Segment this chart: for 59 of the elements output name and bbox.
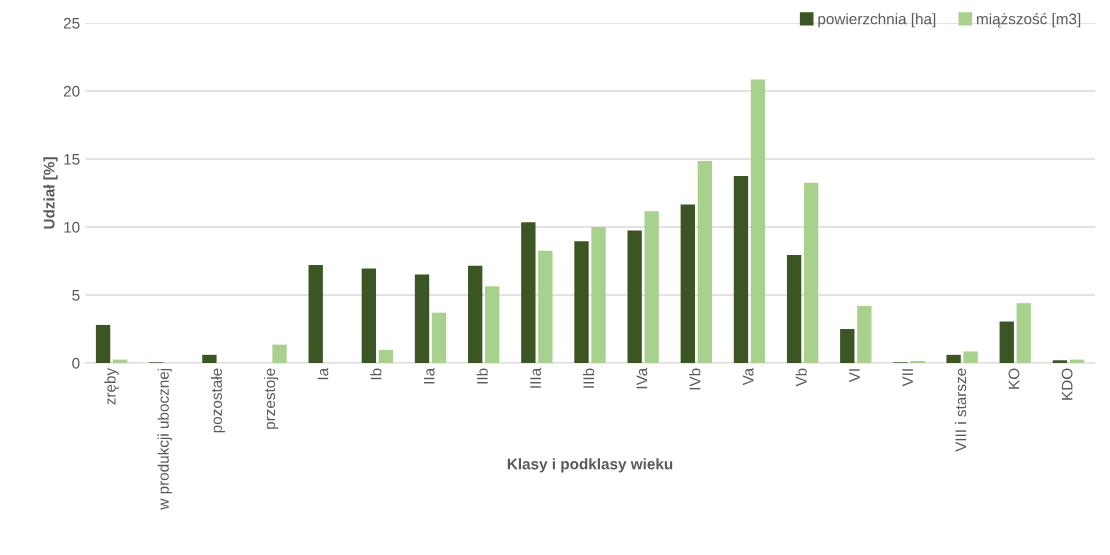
x-tick-label: w produkcji ubocznej — [157, 368, 172, 510]
bar — [910, 360, 925, 363]
bar — [361, 268, 377, 363]
x-axis-title: Klasy i podklasy wieku — [507, 458, 673, 473]
bar — [521, 222, 536, 363]
x-tick-label: VIII i starsze — [954, 368, 967, 452]
x-tick-label: KO — [1008, 368, 1020, 389]
x-tick-label: IIIa — [530, 367, 541, 388]
bar — [857, 305, 872, 363]
y-tick-label: 5 — [72, 290, 80, 301]
bar — [999, 321, 1014, 363]
x-tick-label: IIb — [476, 368, 488, 384]
bar — [414, 274, 430, 363]
bar — [733, 176, 749, 363]
bar — [308, 265, 323, 363]
bar — [1016, 303, 1031, 363]
bar — [468, 265, 483, 363]
x-tick-label: Vb — [795, 368, 807, 387]
x-tick-label: Va — [742, 367, 754, 386]
x-tick-label: pozostałe — [210, 368, 226, 433]
bar — [680, 204, 695, 363]
x-tick-label: Ia — [317, 367, 329, 380]
bar — [202, 354, 217, 363]
x-tick-label: IIIb — [582, 368, 595, 388]
bar — [840, 329, 855, 363]
bar — [378, 350, 394, 363]
y-tick-label: 0 — [72, 357, 80, 369]
bar — [750, 79, 766, 363]
bar — [591, 227, 606, 363]
x-tick-label: VI — [849, 369, 860, 383]
bar — [485, 286, 500, 363]
x-tick-label: IVb — [689, 368, 701, 390]
bar — [1052, 360, 1068, 363]
bar — [95, 324, 111, 363]
y-tick-label: 15 — [64, 154, 80, 165]
bar — [946, 354, 961, 363]
y-tick-label: 20 — [63, 85, 80, 97]
x-tick-label: zręby — [104, 367, 119, 405]
bar — [431, 312, 447, 363]
bar — [697, 161, 712, 363]
legend-label: miąższość [m3] — [977, 12, 1081, 28]
y-tick-label: 10 — [64, 221, 80, 233]
y-axis-title: Udział [%] — [43, 157, 58, 229]
bar — [627, 230, 642, 363]
bar — [963, 351, 978, 363]
x-tick-label: Ib — [370, 368, 382, 380]
x-tick-label: przestoje — [263, 368, 279, 429]
x-tick-label: KDO — [1061, 368, 1073, 400]
bar — [574, 241, 589, 363]
y-tick-label: 25 — [63, 17, 80, 29]
bar — [538, 250, 553, 363]
bar — [272, 344, 287, 363]
bar — [786, 254, 802, 363]
x-tick-label: IVa — [636, 367, 648, 389]
x-tick-label: IIa — [423, 367, 435, 384]
x-tick-label: VII — [902, 369, 913, 387]
bar — [644, 211, 659, 363]
bar — [803, 182, 819, 363]
legend-label: powierzchnia [ha] — [818, 13, 936, 28]
